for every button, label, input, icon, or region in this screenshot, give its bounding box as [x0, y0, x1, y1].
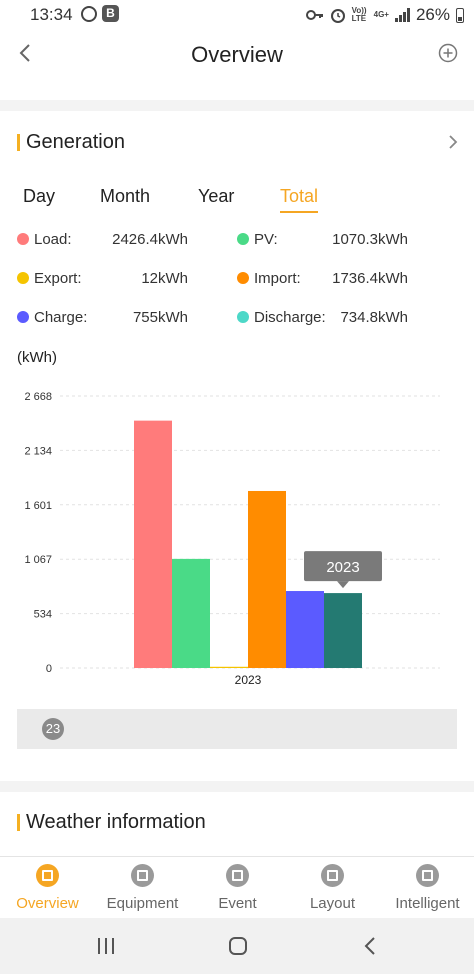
y-tick-label: 2 134 [24, 445, 52, 457]
y-tick-label: 2 668 [24, 391, 52, 403]
timeline-scroller[interactable]: 23 [17, 709, 457, 749]
recent-apps-icon[interactable] [96, 937, 116, 955]
legend-label: PV: [254, 231, 278, 248]
home-icon[interactable] [228, 936, 248, 956]
tooltip-text: 2023 [326, 559, 359, 576]
nav-label: Overview [16, 895, 79, 912]
y-tick-label: 0 [46, 663, 52, 675]
b-app-icon: B [102, 5, 119, 22]
y-tick-label: 1 067 [24, 554, 52, 566]
generation-title[interactable]: Generation [17, 131, 125, 154]
pv-dot-icon [237, 233, 249, 245]
battery-icon [456, 7, 464, 23]
plus-circle-icon[interactable] [438, 43, 458, 63]
bar-import [248, 490, 286, 668]
legend-value: 12kWh [141, 270, 188, 287]
generation-bar-chart: 2 668 2 134 1 601 1 067 534 0 2023 2023 [24, 391, 440, 687]
intelligent-icon [416, 864, 439, 887]
legend-value: 1070.3kWh [332, 231, 408, 248]
generation-title-text: Generation [26, 131, 125, 153]
layout-icon [321, 864, 344, 887]
legend-row: Load: 2426.4kWh PV: 1070.3kWh [0, 231, 474, 251]
battery-percent: 26% [415, 5, 450, 24]
nav-layout[interactable]: Layout [285, 857, 380, 919]
y-tick-label: 534 [34, 609, 52, 621]
event-icon [226, 864, 249, 887]
legend-label: Charge: [34, 309, 88, 326]
tab-total[interactable]: Total [280, 186, 319, 213]
nav-equipment[interactable]: Equipment [95, 857, 190, 919]
title-accent-bar [17, 814, 20, 831]
system-nav-bar [0, 918, 474, 974]
legend-label: Discharge: [254, 309, 326, 326]
tooltip-arrow [337, 581, 349, 589]
legend-value: 734.8kWh [340, 309, 408, 326]
bar-load [134, 420, 172, 668]
legend-value: 755kWh [132, 309, 188, 326]
bar-export [210, 666, 248, 668]
bar-charge [286, 591, 324, 668]
page-title: Overview [191, 42, 283, 67]
nav-intelligent[interactable]: Intelligent [380, 857, 474, 919]
legend-value: 1736.4kWh [332, 270, 408, 287]
4g-icon: 4G+ [373, 10, 389, 19]
legend-row: Export: 12kWh Import: 1736.4kWh [0, 270, 474, 290]
bar-pv [172, 558, 210, 668]
nav-event[interactable]: Event [190, 857, 285, 919]
unit-label: (kWh) [17, 349, 57, 366]
import-dot-icon [237, 272, 249, 284]
nav-label: Layout [309, 895, 356, 912]
discharge-dot-icon [237, 311, 249, 323]
status-bar: 13:34 B Vo)) LTE 4G+ 26% [0, 0, 474, 30]
title-accent-bar [17, 134, 20, 151]
load-dot-icon [17, 233, 29, 245]
nav-label: Equipment [106, 895, 179, 912]
tab-year[interactable]: Year [198, 186, 235, 206]
scroller-handle[interactable]: 23 [42, 718, 64, 740]
bottom-nav: Overview Equipment Event Layout Intellig… [0, 856, 474, 918]
nav-label: Event [218, 895, 257, 912]
weather-card: Weather information [0, 792, 474, 856]
legend-label: Import: [254, 270, 301, 287]
y-tick-label: 1 601 [24, 500, 52, 512]
key-icon [305, 10, 323, 20]
alarm-icon [330, 9, 345, 23]
volte-icon: Vo)) LTE [351, 6, 367, 23]
chevron-left-icon[interactable] [12, 38, 42, 68]
equipment-icon [131, 864, 154, 887]
tab-month[interactable]: Month [100, 186, 151, 206]
overview-icon [36, 864, 59, 887]
tab-day[interactable]: Day [23, 186, 56, 206]
legend-label: Load: [34, 231, 72, 248]
nav-label: Intelligent [395, 895, 460, 912]
legend-label: Export: [34, 270, 82, 287]
back-icon[interactable] [363, 936, 377, 956]
app-header: Overview [0, 30, 474, 100]
legend-value: 2426.4kWh [112, 231, 188, 248]
x-tick-label: 2023 [235, 673, 262, 687]
status-time: 13:34 [30, 5, 73, 24]
generation-card: Generation Day Month Year Total Load: 24… [0, 111, 474, 781]
chevron-right-icon[interactable] [446, 133, 460, 151]
weather-title-text: Weather information [26, 811, 206, 833]
weather-title: Weather information [17, 811, 206, 834]
charge-dot-icon [17, 311, 29, 323]
nav-overview[interactable]: Overview [0, 857, 95, 919]
bar-discharge [324, 593, 362, 668]
legend-row: Charge: 755kWh Discharge: 734.8kWh [0, 309, 474, 329]
tooltip-box [304, 551, 382, 582]
period-tabs: Day Month Year Total [0, 186, 474, 216]
export-dot-icon [17, 272, 29, 284]
signal-icon [394, 8, 410, 22]
whatsapp-icon [81, 6, 97, 22]
